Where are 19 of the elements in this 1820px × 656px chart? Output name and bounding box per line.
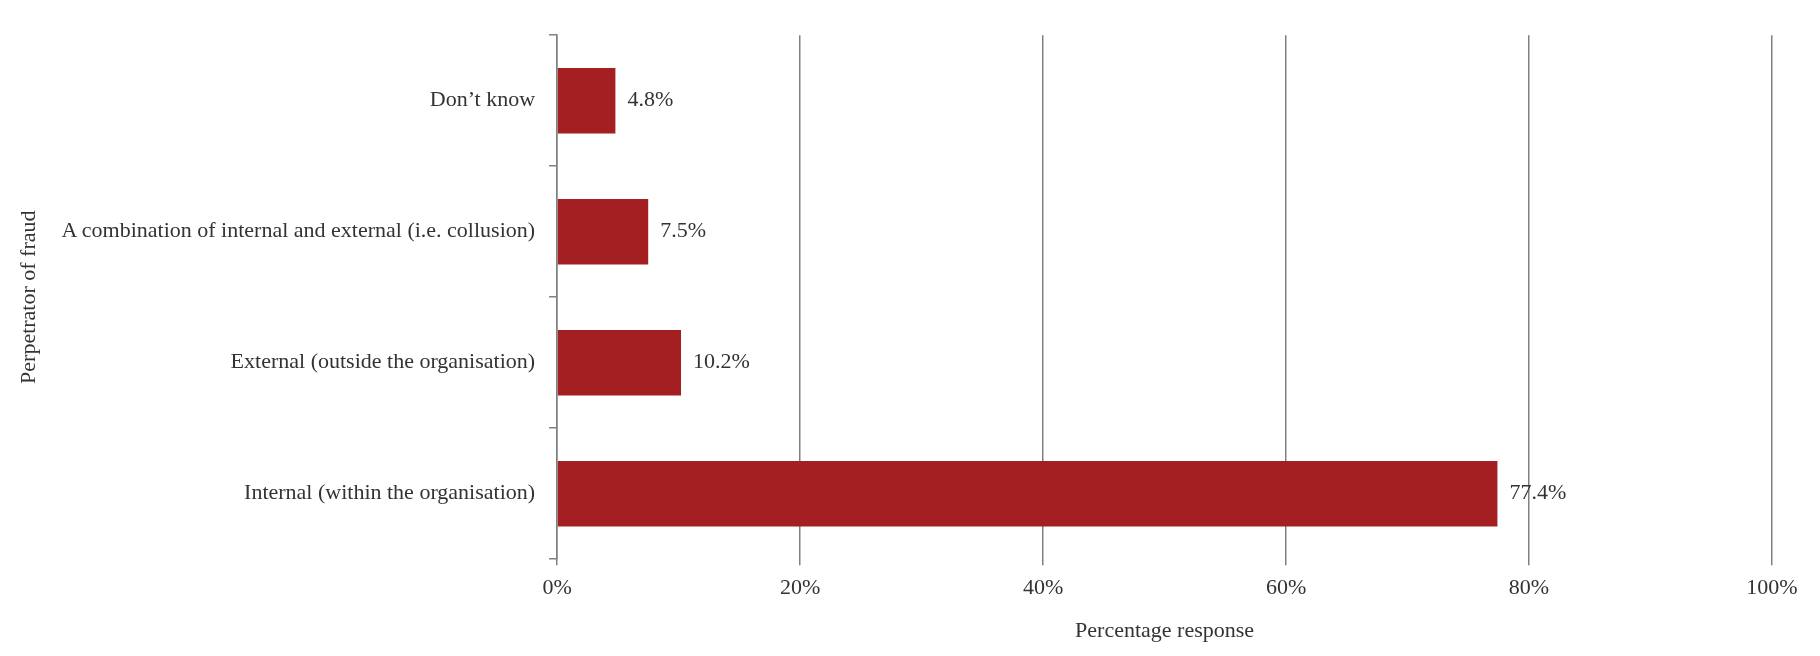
x-tick-label: 100% (1746, 574, 1798, 600)
bar (557, 67, 616, 134)
data-label: 4.8% (627, 86, 674, 112)
x-axis-title: Percentage response (1075, 616, 1255, 642)
x-tick-label: 60% (1265, 574, 1307, 600)
data-label: 10.2% (693, 348, 750, 374)
x-tick-label: 20% (779, 574, 821, 600)
x-tick-label: 80% (1508, 574, 1550, 600)
y-tick-label: Internal (within the organisation) (244, 479, 536, 505)
bar (557, 329, 682, 396)
y-tick-label: A combination of internal and external (i.e. collusion) (61, 217, 536, 243)
bar (557, 460, 1498, 527)
data-label: 7.5% (660, 217, 707, 243)
x-tick-label: 0% (542, 574, 572, 600)
x-tick-label: 40% (1022, 574, 1064, 600)
y-tick-label: External (outside the organisation) (230, 348, 536, 374)
bar (557, 198, 649, 265)
y-axis-title: Perpetrator of fraud (14, 210, 40, 384)
y-tick-label: Don’t know (429, 86, 536, 112)
